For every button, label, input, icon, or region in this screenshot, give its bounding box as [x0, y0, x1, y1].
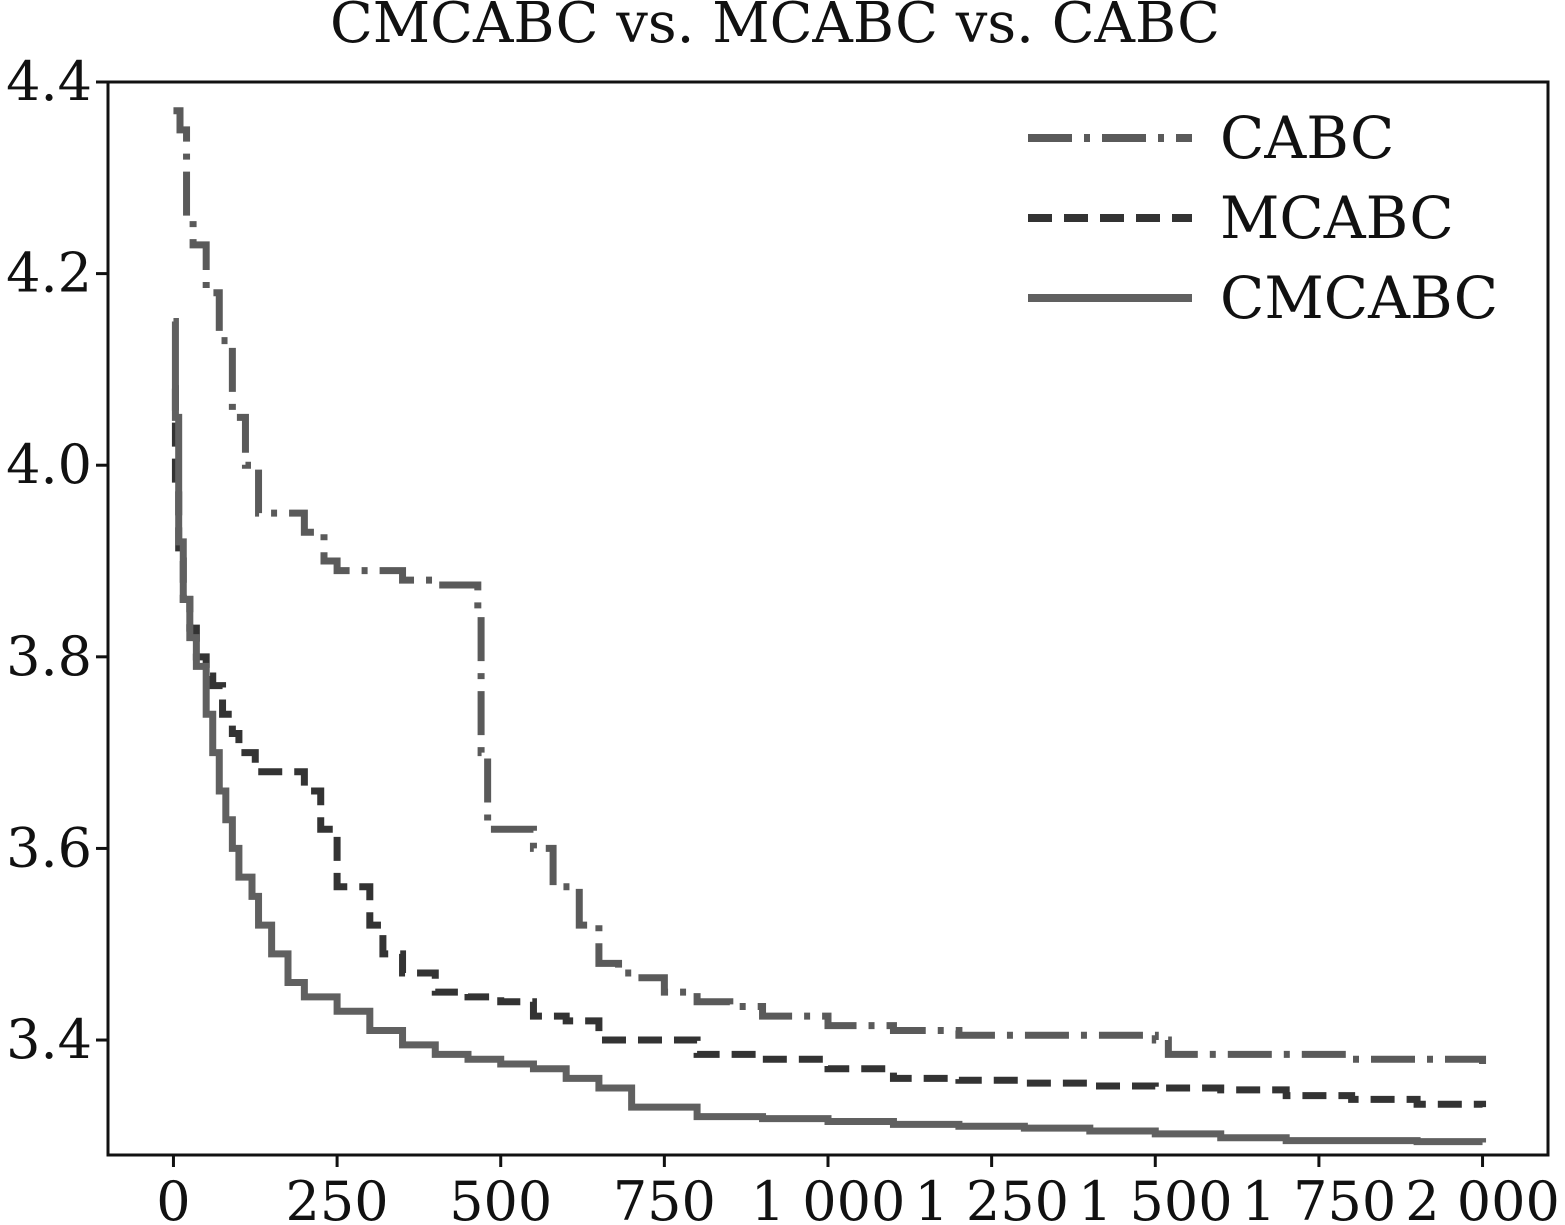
series-line-mcabc — [171, 385, 1487, 1108]
series-line-cabc — [173, 107, 1487, 1064]
x-axis: 0 250 500 750 1 000 1 250 1 500 1 750 2 000 — [156, 1155, 1560, 1225]
x-tick-label: 2 000 — [1405, 1170, 1560, 1225]
legend-label-cabc: CABC — [1220, 104, 1394, 172]
x-tick-label: 750 — [613, 1170, 716, 1225]
x-tick-label: 1 000 — [751, 1170, 906, 1225]
y-axis: 3.4 3.6 3.8 4.0 4.2 4.4 — [6, 50, 108, 1071]
x-tick-label: 1 250 — [914, 1170, 1069, 1225]
x-tick-label: 0 — [156, 1170, 190, 1225]
y-tick-label: 4.4 — [6, 50, 92, 113]
chart-title: CMCABC vs. MCABC vs. CABC — [330, 0, 1220, 56]
x-tick-label: 250 — [286, 1170, 389, 1225]
y-tick-label: 3.8 — [6, 625, 92, 688]
x-tick-label: 1 750 — [1242, 1170, 1397, 1225]
y-tick-label: 3.4 — [6, 1008, 92, 1071]
y-tick-label: 4.0 — [6, 433, 92, 496]
x-tick-label: 500 — [449, 1170, 552, 1225]
series-layer — [171, 107, 1487, 1146]
x-tick-label: 1 500 — [1078, 1170, 1233, 1225]
series-line-cmcabc — [171, 318, 1487, 1146]
legend-label-cmcabc: CMCABC — [1220, 264, 1498, 332]
legend-label-mcabc: MCABC — [1220, 184, 1454, 252]
y-tick-label: 4.2 — [6, 242, 92, 305]
y-tick-label: 3.6 — [6, 816, 92, 879]
legend: CABC MCABC CMCABC — [1028, 104, 1498, 332]
